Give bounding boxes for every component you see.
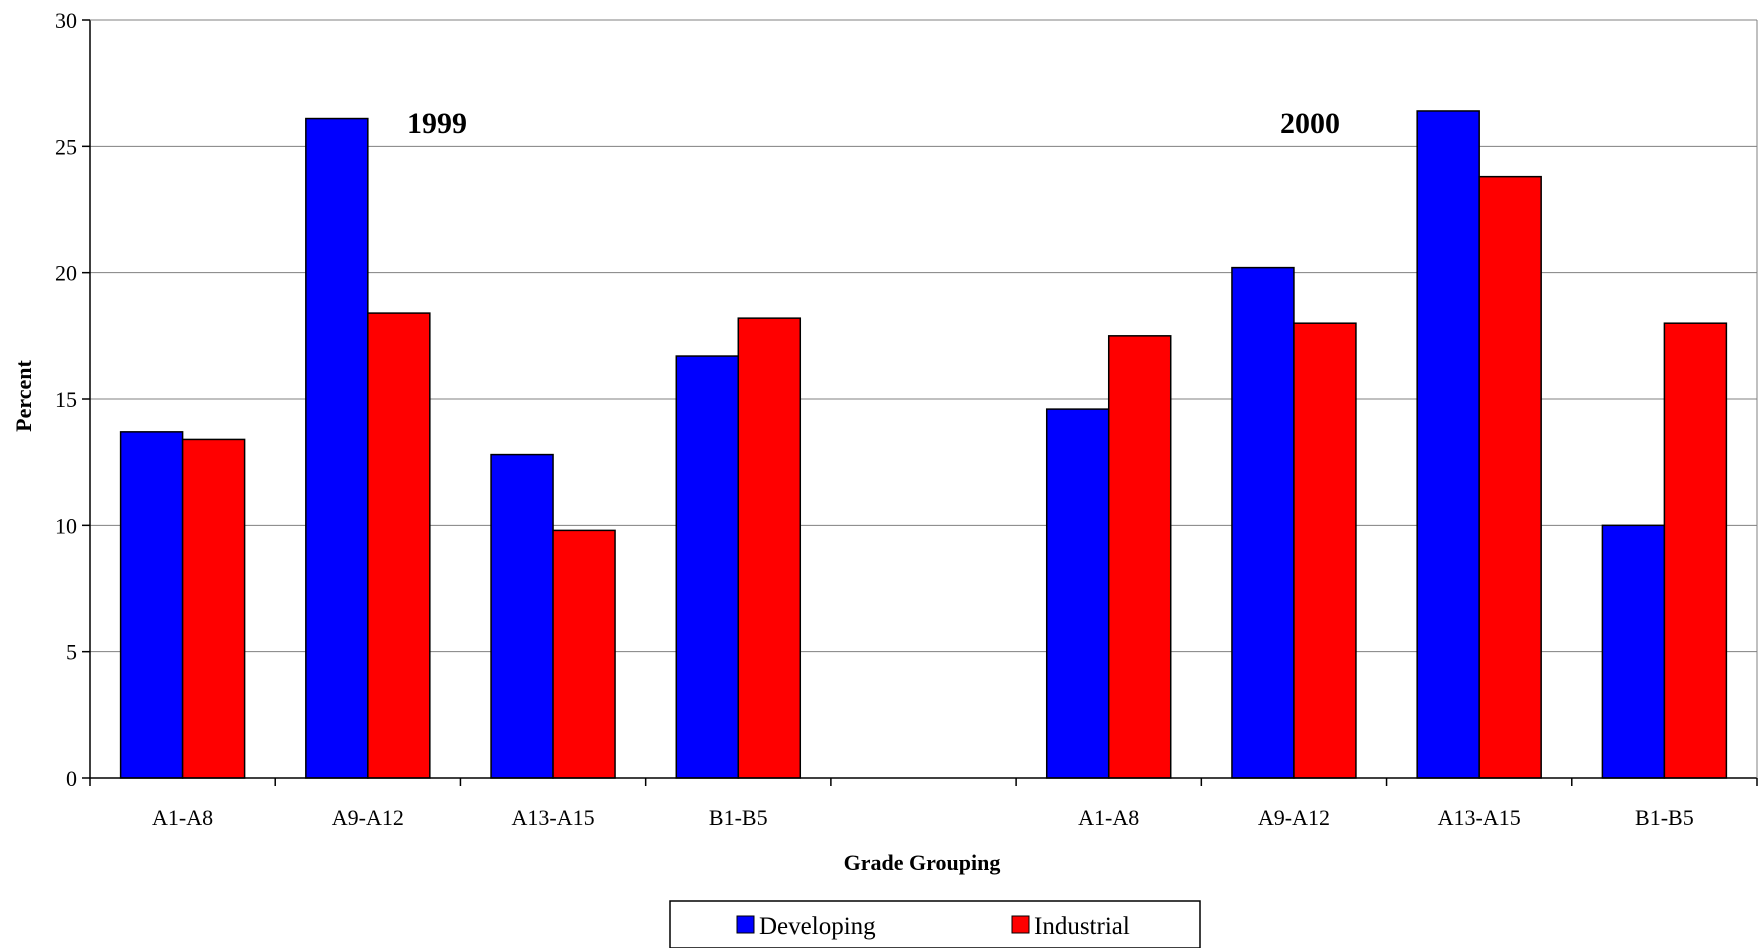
legend-label-industrial: Industrial xyxy=(1034,913,1130,940)
bar-industrial xyxy=(1107,335,1172,779)
x-tick-label: A1-A8 xyxy=(1078,805,1139,830)
legend-swatch-developing xyxy=(736,915,755,934)
bar-developing xyxy=(1416,110,1480,779)
bar-industrial xyxy=(552,529,616,779)
bar-industrial xyxy=(367,312,431,779)
bars xyxy=(119,110,1728,779)
legend-swatch-industrial xyxy=(1011,915,1030,934)
legend-label-developing: Developing xyxy=(759,913,876,940)
bar-developing xyxy=(675,355,740,779)
x-tick-label: A13-A15 xyxy=(512,805,595,830)
bar-industrial xyxy=(1293,322,1357,779)
bar-developing xyxy=(490,453,554,779)
x-tick-label: B1-B5 xyxy=(709,805,768,830)
annotation-2000: 2000 xyxy=(1280,107,1340,140)
x-tick-label: B1-B5 xyxy=(1635,805,1694,830)
bar-industrial xyxy=(737,317,802,779)
bar-developing xyxy=(119,431,184,779)
axes xyxy=(82,19,1758,786)
y-tick-label: 25 xyxy=(55,134,77,159)
y-tick-label: 30 xyxy=(55,8,77,33)
tick-labels: 0 5 10 15 20 25 30 A1-A8 A9-A12 A13-A15 B1-B5 A1-A8… xyxy=(55,8,1694,830)
bar-developing xyxy=(305,117,369,779)
bar-developing xyxy=(1045,408,1110,779)
y-tick-label: 10 xyxy=(55,513,77,538)
legend: Developing Industrial xyxy=(669,900,1201,948)
annotation-1999: 1999 xyxy=(407,107,467,140)
bar-developing xyxy=(1231,266,1295,779)
x-tick-label: A1-A8 xyxy=(152,805,213,830)
bar-industrial xyxy=(181,438,246,779)
x-axis-title: Grade Grouping xyxy=(844,850,1001,875)
y-tick-label: 5 xyxy=(66,640,77,665)
y-tick-label: 0 xyxy=(66,766,77,791)
x-tick-label: A9-A12 xyxy=(332,805,404,830)
bar-developing xyxy=(1601,524,1666,779)
bar-industrial xyxy=(1478,175,1542,779)
y-axis-title: Percent xyxy=(11,360,36,432)
y-tick-label: 20 xyxy=(55,261,77,286)
legend-box xyxy=(669,900,1201,948)
bar-industrial xyxy=(1663,322,1728,779)
x-tick-label: A13-A15 xyxy=(1438,805,1521,830)
y-tick-label: 15 xyxy=(55,387,77,412)
x-tick-label: A9-A12 xyxy=(1258,805,1330,830)
